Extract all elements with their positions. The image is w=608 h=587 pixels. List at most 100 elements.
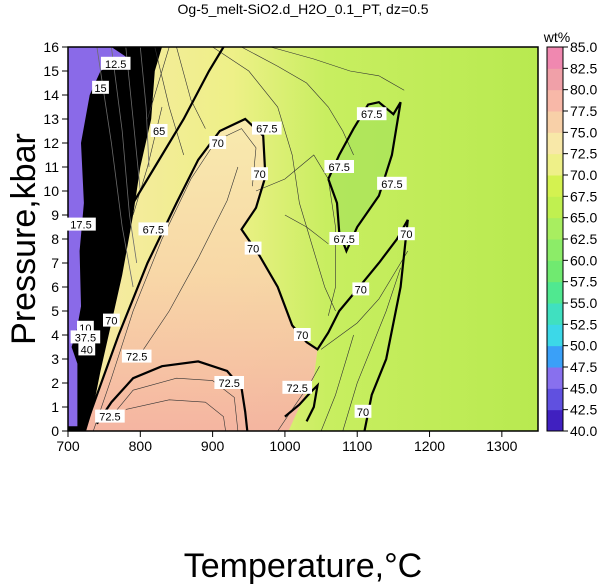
colorbar-tick-label: 50.0 (570, 338, 597, 354)
contour-label: 70 (209, 136, 227, 150)
colorbar-tick-label: 85.0 (570, 39, 597, 55)
colorbar-tick-label: 70.0 (570, 167, 597, 183)
contour-label-background (293, 328, 311, 341)
contour-label-background (251, 121, 282, 135)
colorbar-segment (547, 388, 563, 411)
y-tick-label: 6 (51, 279, 59, 295)
colorbar-segment (547, 196, 563, 219)
contour-label-background (138, 222, 169, 236)
thin-contour-line (212, 47, 336, 312)
colorbar-tick-label: 57.5 (570, 274, 597, 290)
contour-label-text: 67.5 (381, 179, 402, 191)
contour-label-background (354, 404, 372, 418)
y-tick-label: 10 (43, 183, 59, 199)
y-tick-label: 3 (51, 351, 59, 367)
contour-label: 40 (78, 342, 96, 356)
contour-label-background (282, 380, 312, 394)
contour-label: 70 (354, 404, 372, 419)
contour-label-text: 70 (253, 169, 265, 181)
y-tick-label: 13 (43, 111, 59, 127)
contour-label: 70 (244, 241, 262, 256)
contour-label-background (92, 80, 109, 94)
contour-label: 67.5 (377, 176, 407, 191)
contour-label-text: 70 (400, 229, 412, 241)
thin-contour-line (140, 166, 239, 355)
contour-label-text: 67.5 (333, 234, 354, 246)
contour-label-background (78, 342, 96, 356)
contour-label: 12.5 (100, 56, 131, 71)
colorbar-tick-label: 75.0 (570, 124, 597, 140)
colorbar-tick-label: 45.0 (570, 380, 597, 396)
colorbar-tick-label: 42.5 (570, 402, 597, 418)
contour-label-background (66, 217, 96, 231)
contour-label-text: 67.5 (328, 162, 349, 174)
thin-contour-line (93, 128, 257, 431)
colorbar-segment (547, 175, 563, 197)
colorbar-tick-label: 40.0 (570, 423, 597, 439)
colorbar-tick-label: 65.0 (570, 210, 597, 226)
contour-label-text: 17.5 (70, 220, 91, 232)
contour-label: 72.5 (214, 376, 244, 390)
colorbar-segments (547, 47, 563, 432)
contour-line-67-5 (132, 47, 225, 204)
contour-label-background (100, 56, 131, 70)
contour-label-background (214, 376, 244, 389)
contour-label-text: 67.5 (256, 124, 277, 136)
thin-contour-line (125, 47, 141, 192)
colorbar-tick-label: 82.5 (570, 60, 597, 76)
contour-label-text: 70 (105, 316, 117, 328)
contour-label-text: 65 (153, 126, 165, 138)
thin-contour-line (270, 47, 405, 91)
colorbar-segment (547, 153, 563, 176)
y-tick-label: 5 (51, 303, 59, 319)
contour-label-text: 72.5 (126, 352, 147, 364)
colorbar-tick-label: 72.5 (570, 146, 597, 162)
colorbar-tick-label: 55.0 (570, 295, 597, 311)
colorbar-tick-label: 77.5 (570, 103, 597, 119)
contour-label-background (352, 282, 370, 296)
y-tick-label: 2 (51, 375, 59, 391)
thin-contour-line (284, 214, 329, 245)
colorbar-segment (547, 260, 563, 283)
plot-area: 67.5 70 70 70 70 70 70 70 70 67.5 67.5 67.5 67.5 67.5… (66, 46, 539, 432)
contour-label-text: 12.5 (105, 59, 126, 71)
colorbar: wt% 40.0 42.5 45.0 47.5 50.0 52.5 55.0 57.5 60.0… (543, 29, 598, 439)
colorbar-segment (547, 217, 563, 240)
colorbar-segment (547, 132, 563, 155)
contour-label-text: 72.5 (286, 383, 307, 395)
colorbar-segment (547, 303, 563, 325)
contour-label: 72.5 (121, 349, 152, 364)
y-tick-label: 16 (43, 39, 59, 55)
contour-label-text: 72.5 (99, 412, 120, 424)
colorbar-segment (547, 324, 563, 347)
contour-label: 17.5 (66, 217, 96, 232)
contour-label: 70 (293, 328, 311, 342)
colorbar-tick-label: 62.5 (570, 231, 597, 247)
y-tick-label: 9 (51, 207, 59, 223)
thin-contours (93, 47, 409, 431)
contour-label: 70 (103, 313, 120, 328)
contour-label-text: 15 (94, 83, 106, 95)
contour-label-background (329, 232, 359, 245)
colorbar-tick-label: 52.5 (570, 316, 597, 332)
thin-contour-line (241, 47, 354, 156)
y-axis-title: Pressure,kbar (5, 133, 43, 345)
thin-contour-line (320, 334, 354, 431)
contour-label-background (150, 124, 168, 137)
contour-label-background (103, 313, 120, 327)
x-tick-label: 1300 (486, 438, 517, 454)
colorbar-tick-label: 60.0 (570, 252, 597, 268)
thin-contour-line (176, 47, 206, 129)
contour-label-text: 37.5 (75, 332, 96, 344)
contour-label: 67.5 (356, 107, 387, 121)
contour-label: 70 (251, 167, 268, 181)
contour-label-text: 70 (296, 330, 308, 342)
x-tick-label: 800 (129, 438, 153, 454)
y-tick-label: 8 (51, 231, 59, 247)
colorbar-tick-label: 67.5 (570, 188, 597, 204)
contour-label: 67.5 (251, 121, 282, 136)
contour-label: 70 (352, 282, 370, 296)
contour-label-text: 70 (355, 284, 367, 296)
